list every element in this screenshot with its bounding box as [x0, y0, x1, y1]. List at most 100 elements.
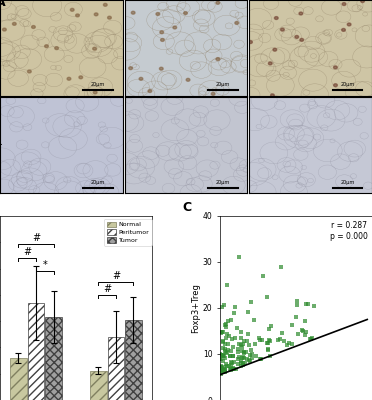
Bar: [108, 337, 124, 400]
Bar: [90, 370, 107, 400]
Circle shape: [94, 13, 98, 16]
Point: [294, 313, 299, 320]
Point: [219, 369, 225, 375]
Point: [234, 325, 240, 332]
Point: [217, 356, 223, 362]
Circle shape: [341, 28, 345, 31]
Point: [227, 366, 233, 373]
Point: [220, 339, 226, 346]
Circle shape: [160, 67, 163, 70]
Point: [260, 272, 266, 279]
Point: [221, 302, 227, 308]
Circle shape: [131, 11, 135, 14]
Point: [232, 304, 238, 310]
Point: [289, 341, 295, 347]
Circle shape: [93, 91, 97, 94]
Point: [244, 338, 250, 344]
Point: [218, 371, 224, 377]
Point: [235, 346, 241, 352]
Text: #: #: [112, 271, 120, 281]
Point: [239, 344, 245, 350]
Point: [307, 336, 312, 342]
Circle shape: [334, 66, 337, 69]
Point: [241, 355, 247, 361]
Circle shape: [28, 70, 31, 73]
Text: 20μm: 20μm: [91, 180, 105, 185]
Point: [218, 368, 224, 374]
Point: [220, 367, 226, 373]
Point: [278, 264, 283, 270]
Circle shape: [280, 28, 284, 31]
Bar: [10, 358, 27, 400]
Point: [230, 352, 236, 359]
Point: [228, 335, 234, 342]
Point: [222, 322, 228, 328]
Point: [251, 316, 257, 323]
Text: r = 0.287
p = 0.000: r = 0.287 p = 0.000: [330, 222, 368, 241]
Point: [223, 324, 229, 330]
Point: [277, 336, 283, 342]
Point: [228, 367, 234, 374]
Point: [220, 351, 226, 358]
Text: #: #: [23, 247, 31, 257]
Point: [230, 344, 236, 350]
Point: [220, 329, 226, 335]
Text: 20μm: 20μm: [340, 180, 355, 185]
Point: [252, 340, 258, 347]
Point: [241, 348, 247, 355]
Point: [231, 310, 237, 316]
Point: [281, 338, 287, 344]
Point: [224, 362, 230, 369]
Point: [235, 356, 241, 362]
Point: [246, 342, 252, 348]
Point: [249, 351, 255, 358]
Point: [279, 330, 285, 336]
Circle shape: [93, 47, 96, 50]
Point: [311, 303, 317, 310]
Circle shape: [275, 16, 278, 20]
Text: 20μm: 20μm: [340, 82, 355, 87]
Point: [260, 337, 266, 344]
Point: [225, 318, 231, 324]
Point: [220, 345, 226, 352]
Circle shape: [139, 77, 143, 80]
Point: [302, 332, 308, 338]
Circle shape: [273, 48, 277, 51]
Point: [286, 340, 292, 347]
Point: [238, 363, 244, 369]
Point: [295, 331, 301, 337]
Circle shape: [103, 3, 107, 6]
Point: [304, 328, 310, 335]
Point: [266, 326, 272, 332]
Point: [247, 352, 253, 358]
Point: [231, 359, 237, 365]
Point: [224, 282, 230, 288]
Point: [224, 330, 230, 337]
Circle shape: [216, 58, 220, 60]
Point: [227, 353, 233, 359]
Point: [222, 348, 228, 354]
Point: [265, 346, 271, 352]
Point: [266, 337, 272, 343]
Point: [303, 300, 309, 307]
Point: [220, 353, 226, 359]
Point: [228, 358, 234, 365]
Circle shape: [299, 12, 303, 15]
Text: #: #: [103, 284, 111, 294]
Circle shape: [67, 77, 71, 80]
Point: [236, 254, 242, 260]
Circle shape: [347, 23, 351, 26]
Point: [249, 355, 255, 361]
Y-axis label: Foxp3: Foxp3: [0, 133, 2, 158]
Point: [235, 348, 241, 355]
Point: [219, 304, 225, 310]
Circle shape: [216, 1, 219, 4]
Point: [244, 356, 250, 362]
Point: [239, 355, 245, 362]
Circle shape: [300, 38, 304, 41]
Circle shape: [270, 94, 274, 97]
Point: [230, 366, 236, 372]
Point: [228, 362, 234, 368]
Circle shape: [45, 45, 48, 48]
Text: #: #: [32, 233, 40, 243]
